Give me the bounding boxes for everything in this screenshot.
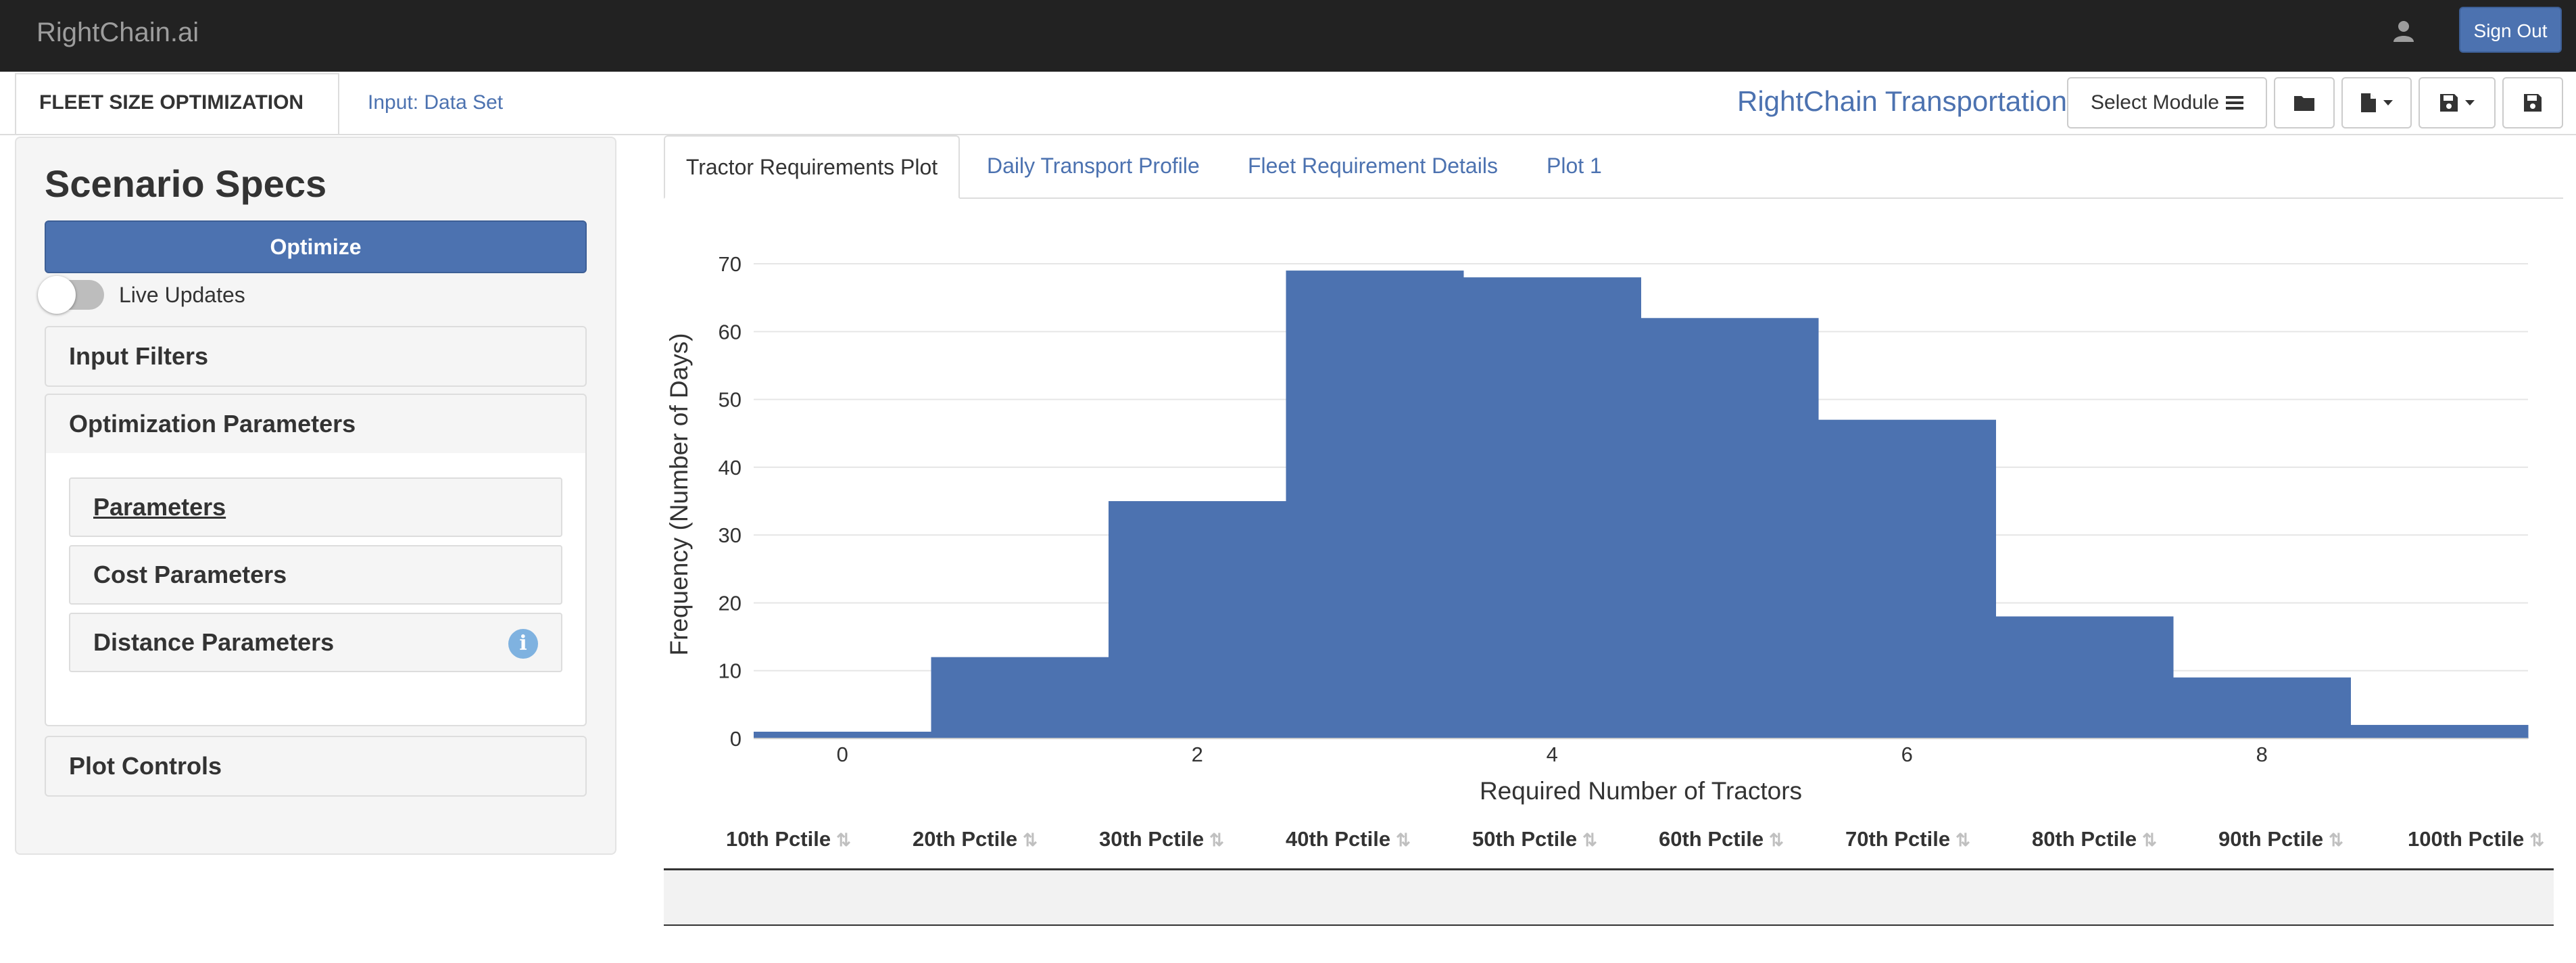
y-tick-label: 50 [719,388,742,412]
live-updates-label: Live Updates [119,283,245,307]
plot-controls-panel[interactable]: Plot Controls [45,736,587,797]
y-tick-label: 30 [719,523,742,547]
select-module-button[interactable]: Select Module [2067,77,2267,128]
table-header-divider [664,868,2554,870]
live-updates-toggle-knob[interactable] [38,276,76,314]
caret-down-icon [2465,100,2475,105]
y-tick-label: 70 [719,252,742,276]
sign-out-button[interactable]: Sign Out [2459,7,2562,53]
x-axis-title: Required Number of Tractors [1480,777,1802,805]
scenario-specs-title: Scenario Specs [45,162,327,205]
sort-icon[interactable]: ⇅ [2142,830,2157,850]
histogram-bar [1109,501,1286,738]
column-header[interactable]: 10th Pctile ⇅ [726,822,851,856]
y-tick-label: 20 [719,591,742,615]
x-tick-label: 8 [2256,743,2268,766]
tab-fleet-requirement-details[interactable]: Fleet Requirement Details [1248,154,1498,178]
x-tick-label: 4 [1547,743,1558,766]
user-icon[interactable] [2391,19,2416,43]
tab-input-data-set[interactable]: Input: Data Set [368,91,504,114]
sort-icon[interactable]: ⇅ [836,830,851,850]
sort-icon[interactable]: ⇅ [1955,830,1970,850]
result-tab-bar [664,135,2563,199]
hamburger-icon [2226,96,2244,110]
column-header[interactable]: 30th Pctile ⇅ [1099,822,1224,856]
y-tick-label: 40 [719,456,742,479]
histogram-bar [1286,271,1464,738]
tab-plot-1[interactable]: Plot 1 [1547,154,1602,178]
column-header[interactable]: 20th Pctile ⇅ [913,822,1038,856]
column-header-label: 80th Pctile [2032,827,2137,851]
x-tick-label: 2 [1192,743,1203,766]
optimization-parameters-panel[interactable]: Optimization Parameters [45,394,587,454]
file-menu-button[interactable] [2341,77,2412,128]
histogram-bar [1463,277,1641,739]
save-menu-icon [2440,94,2458,112]
module-tab-bar [0,72,2576,135]
sort-icon[interactable]: ⇅ [2529,830,2545,850]
y-tick-label: 0 [730,727,742,751]
save-icon [2524,94,2542,112]
column-header[interactable]: 90th Pctile ⇅ [2218,822,2343,856]
cost-parameters-subpanel[interactable]: Cost Parameters [69,545,562,605]
y-axis-title: Frequency (Number of Days) [665,333,693,655]
tab-daily-transport-profile[interactable]: Daily Transport Profile [987,154,1200,178]
input-filters-panel[interactable]: Input Filters [45,326,587,387]
optimize-button[interactable]: Optimize [45,220,587,273]
column-header-label: 100th Pctile [2408,827,2525,851]
info-icon[interactable]: i [508,629,538,659]
sort-icon[interactable]: ⇅ [1023,830,1038,850]
y-tick-label: 60 [719,320,742,344]
histogram-bar [2350,724,2529,738]
x-tick-label: 0 [837,743,848,766]
tab-fleet-size-optimization[interactable]: FLEET SIZE OPTIMIZATION [15,73,339,134]
column-header[interactable]: 80th Pctile ⇅ [2032,822,2157,856]
sort-icon[interactable]: ⇅ [1209,830,1224,850]
y-tick-label: 10 [719,659,742,683]
column-header[interactable]: 40th Pctile ⇅ [1286,822,1411,856]
column-header-label: 90th Pctile [2218,827,2324,851]
sort-icon[interactable]: ⇅ [1769,830,1784,850]
select-module-label: Select Module [2090,91,2220,114]
tab-tractor-requirements-plot[interactable]: Tractor Requirements Plot [664,135,960,199]
table-row [664,870,2554,926]
column-header-label: 10th Pctile [726,827,831,851]
column-header[interactable]: 60th Pctile ⇅ [1659,822,1784,856]
column-header[interactable]: 70th Pctile ⇅ [1845,822,1970,856]
column-header-label: 40th Pctile [1286,827,1391,851]
column-header-label: 50th Pctile [1472,827,1578,851]
column-header-label: 30th Pctile [1099,827,1205,851]
parameters-subpanel[interactable]: Parameters [69,477,562,537]
navbar: RightChain.ai Sign Out [0,0,2576,72]
histogram-bar [1818,419,1996,738]
distance-parameters-subpanel[interactable]: Distance Parameters [69,613,562,672]
column-header-label: 60th Pctile [1659,827,1764,851]
module-title: RightChain Transportation [1737,85,2067,117]
sort-icon[interactable]: ⇅ [1582,830,1597,850]
folder-icon [2294,96,2314,111]
save-button[interactable] [2502,77,2563,128]
histogram-bar [2173,677,2351,738]
histogram-bar [754,731,931,738]
sort-icon[interactable]: ⇅ [1396,830,1411,850]
histogram-bar [1641,318,1819,738]
column-header[interactable]: 50th Pctile ⇅ [1472,822,1597,856]
histogram-bar [1995,616,2174,738]
histogram-bar [931,657,1109,738]
column-header-label: 20th Pctile [913,827,1018,851]
open-folder-button[interactable] [2274,77,2335,128]
save-menu-button[interactable] [2419,77,2496,128]
caret-down-icon [2383,100,2393,105]
sort-icon[interactable]: ⇅ [2329,830,2343,850]
column-header-label: 70th Pctile [1845,827,1951,851]
tractor-requirements-histogram: 0 10 20 30 40 50 60 70 0 2 4 6 8 Required Number of T… [665,252,2529,805]
column-header[interactable]: 100th Pctile ⇅ [2408,822,2544,856]
file-icon [2361,93,2376,112]
x-tick-label: 6 [1901,743,1913,766]
brand-logo[interactable]: RightChain.ai [37,18,199,47]
